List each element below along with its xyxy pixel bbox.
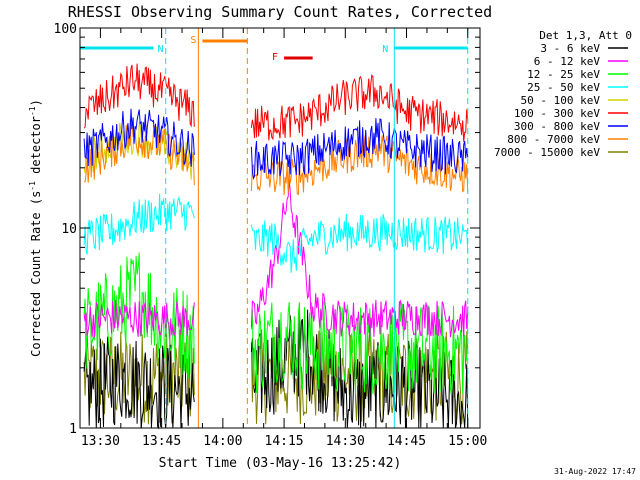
series-line bbox=[250, 179, 469, 338]
series-layer bbox=[83, 63, 469, 430]
legend-label: 6 - 12 keV bbox=[534, 55, 601, 68]
flag-label: F bbox=[272, 52, 278, 63]
flag-label: S bbox=[190, 35, 196, 46]
legend-label: 25 - 50 keV bbox=[527, 81, 600, 94]
flag-bars: N N S F bbox=[80, 35, 468, 63]
legend-label: 12 - 25 keV bbox=[527, 68, 600, 81]
series-line bbox=[250, 132, 469, 196]
x-tick-label: 14:00 bbox=[203, 434, 242, 449]
chart-title: RHESSI Observing Summary Count Rates, Co… bbox=[68, 3, 492, 21]
series-line bbox=[83, 63, 195, 129]
y-axis-label: Corrected Count Rate (s-1 detector-1) bbox=[28, 99, 43, 357]
legend-label: 50 - 100 keV bbox=[521, 94, 601, 107]
y-axis-label-exp: -1 bbox=[28, 106, 37, 116]
y-tick-label: 100 bbox=[54, 22, 77, 37]
series-line bbox=[250, 300, 469, 396]
x-tick-label: 14:45 bbox=[387, 434, 426, 449]
y-axis-label-exp: -1 bbox=[28, 181, 37, 191]
x-tick-label: 14:15 bbox=[265, 434, 304, 449]
plot-area: N N S F 13:30 13:45 14:00 14:15 14:30 14:45 15:00… bbox=[54, 22, 488, 449]
series-line bbox=[250, 213, 469, 273]
timestamp: 31-Aug-2022 17:47 bbox=[554, 467, 636, 476]
series-line bbox=[83, 193, 195, 255]
series-line bbox=[250, 74, 469, 142]
axes: 13:30 13:45 14:00 14:15 14:30 14:45 15:00 1 10 10… bbox=[54, 22, 488, 449]
y-axis-label-part: detector bbox=[29, 116, 43, 181]
y-axis-label-part: Corrected Count Rate (s bbox=[29, 191, 43, 357]
series-line bbox=[83, 329, 195, 425]
series-line bbox=[83, 108, 195, 167]
legend-title: Det 1,3, Att 0 bbox=[539, 29, 632, 42]
y-axis-label-part: ) bbox=[29, 99, 43, 106]
x-tick-label: 14:30 bbox=[326, 434, 365, 449]
legend-label: 7000 - 15000 keV bbox=[494, 146, 600, 159]
series-line bbox=[83, 336, 195, 430]
x-axis-label: Start Time (03-May-16 13:25:42) bbox=[159, 456, 402, 471]
y-tick-label: 1 bbox=[69, 422, 77, 437]
flag-label: N bbox=[157, 44, 163, 55]
series-line bbox=[83, 123, 195, 186]
y-tick-label: 10 bbox=[61, 222, 77, 237]
x-tick-label: 15:00 bbox=[448, 434, 487, 449]
flag-label: N bbox=[382, 44, 388, 55]
x-tick-label: 13:45 bbox=[142, 434, 181, 449]
legend-label: 3 - 6 keV bbox=[540, 42, 600, 55]
legend-label: 800 - 7000 keV bbox=[507, 133, 600, 146]
series-line bbox=[83, 300, 195, 339]
legend-label: 300 - 800 keV bbox=[514, 120, 600, 133]
time-markers bbox=[165, 28, 469, 428]
legend-label: 100 - 300 keV bbox=[514, 107, 600, 120]
series-line bbox=[250, 118, 469, 181]
x-tick-label: 13:30 bbox=[81, 434, 120, 449]
